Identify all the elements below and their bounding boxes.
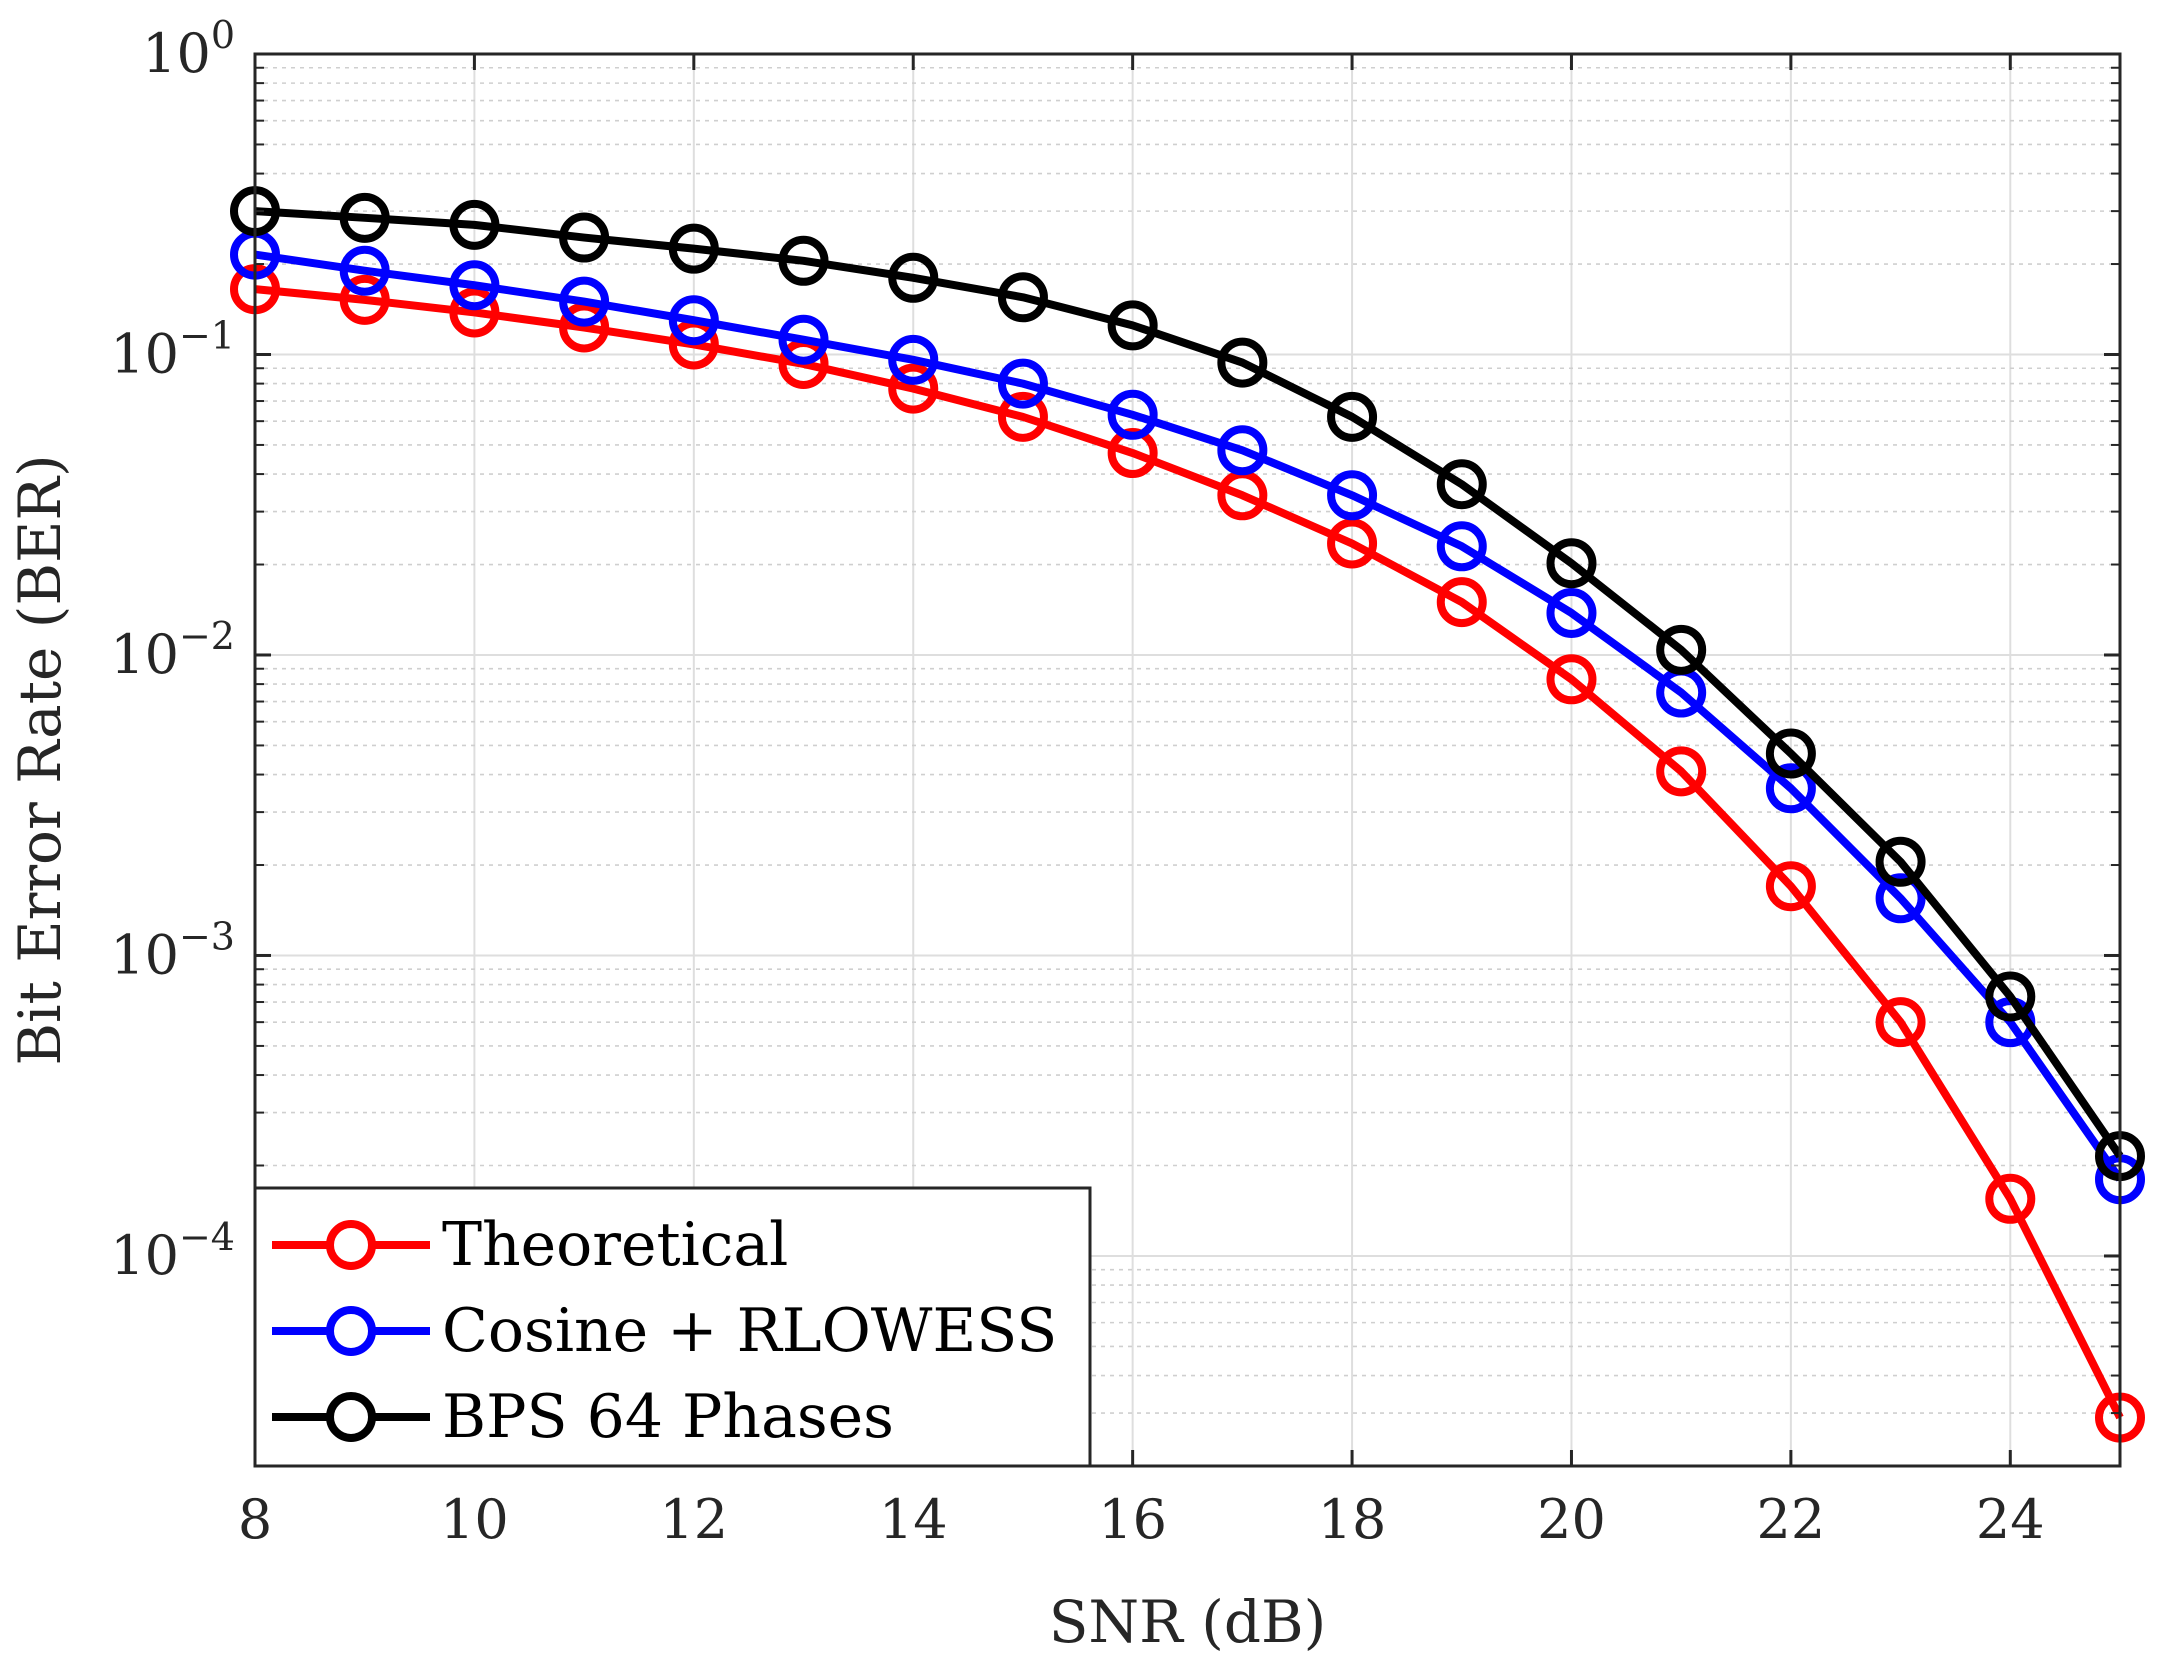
y-tick-label: 10−2 (110, 614, 235, 686)
data-point (1656, 624, 1707, 675)
x-tick-label: 8 (238, 1488, 272, 1551)
data-point (559, 302, 610, 353)
y-tick-label: 100 (142, 13, 235, 85)
data-point (1436, 577, 1487, 628)
data-point (1875, 836, 1926, 887)
series-bps-64-phases (230, 186, 2145, 1182)
data-point (888, 334, 939, 385)
data-point (1656, 746, 1707, 797)
legend-item: Cosine + RLOWESS (272, 1296, 1057, 1366)
data-point (449, 199, 500, 250)
data-point (1765, 861, 1816, 912)
data-point (339, 274, 390, 325)
data-point (1765, 728, 1816, 779)
data-point (997, 391, 1048, 442)
data-point (1436, 459, 1487, 510)
data-point (888, 363, 939, 414)
data-point (1875, 873, 1926, 924)
series-layer (230, 186, 2145, 1443)
legend-marker (326, 1220, 376, 1270)
y-axis-title: Bit Error Rate (BER) (6, 454, 74, 1065)
x-tick-label: 16 (1098, 1488, 1167, 1551)
data-point (339, 192, 390, 243)
tick-layer: 8 10 12 14 16 18 20 22 24 100 10−1 10−2 10−3 10−4 (110, 13, 2120, 1551)
data-point (559, 276, 610, 327)
data-point (1546, 538, 1597, 589)
legend-item: Theoretical (272, 1210, 788, 1280)
data-point (1985, 1173, 2036, 1224)
data-point (778, 235, 829, 286)
x-tick-label: 14 (879, 1488, 948, 1551)
legend-item: BPS 64 Phases (272, 1382, 894, 1452)
y-tick-label: 10−4 (110, 1215, 235, 1287)
plot-frame (253, 52, 2122, 1468)
data-point (1327, 391, 1378, 442)
data-point (1546, 587, 1597, 638)
x-tick-label: 18 (1318, 1488, 1387, 1551)
series-theoretical (230, 264, 2145, 1443)
x-tick-label: 20 (1537, 1488, 1606, 1551)
data-point (1436, 521, 1487, 572)
y-tick-label: 10−3 (110, 914, 235, 986)
data-point (1327, 518, 1378, 569)
data-point (339, 245, 390, 296)
legend-label: Theoretical (442, 1210, 788, 1280)
legend-label: Cosine + RLOWESS (442, 1296, 1057, 1366)
legend-marker (326, 1306, 376, 1356)
x-tick-label: 12 (659, 1488, 728, 1551)
data-point (668, 295, 719, 346)
x-tick-label: 22 (1757, 1488, 1826, 1551)
x-tick-label: 10 (440, 1488, 509, 1551)
data-point (1107, 389, 1158, 440)
y-tick-label: 10−1 (110, 313, 235, 385)
data-point (449, 260, 500, 311)
data-point (1985, 971, 2036, 1022)
data-point (1107, 300, 1158, 351)
data-point (1327, 470, 1378, 521)
data-point (559, 212, 610, 263)
data-point (778, 314, 829, 365)
legend-marker (326, 1392, 376, 1442)
legend: Theoretical Cosine + RLOWESS BPS 64 Phases (253, 1186, 1092, 1468)
data-point (449, 287, 500, 338)
x-axis-title: SNR (dB) (1049, 1588, 1327, 1656)
data-point (668, 223, 719, 274)
data-point (1217, 425, 1268, 476)
x-tick-label: 24 (1976, 1488, 2045, 1551)
data-point (1875, 997, 1926, 1048)
data-point (997, 358, 1048, 409)
legend-label: BPS 64 Phases (442, 1382, 894, 1452)
data-point (1765, 763, 1816, 814)
data-point (888, 252, 939, 303)
data-point (997, 272, 1048, 323)
data-point (1546, 654, 1597, 705)
data-point (1217, 337, 1268, 388)
